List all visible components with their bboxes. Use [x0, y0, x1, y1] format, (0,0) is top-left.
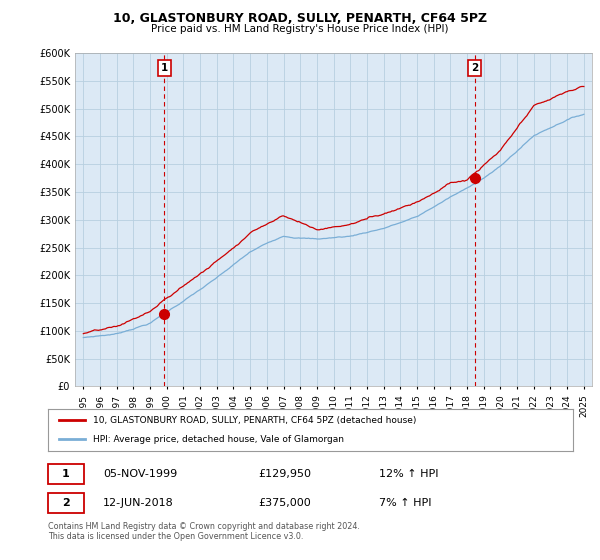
Text: Price paid vs. HM Land Registry's House Price Index (HPI): Price paid vs. HM Land Registry's House …: [151, 24, 449, 34]
FancyBboxPatch shape: [48, 493, 84, 513]
FancyBboxPatch shape: [48, 464, 84, 484]
Text: 7% ↑ HPI: 7% ↑ HPI: [379, 498, 431, 508]
Text: 2: 2: [471, 63, 478, 73]
Text: 05-NOV-1999: 05-NOV-1999: [103, 469, 178, 479]
Text: 1: 1: [161, 63, 168, 73]
Text: £129,950: £129,950: [258, 469, 311, 479]
Text: £375,000: £375,000: [258, 498, 311, 508]
Text: 1: 1: [62, 469, 70, 479]
Text: 12-JUN-2018: 12-JUN-2018: [103, 498, 174, 508]
Text: 2: 2: [62, 498, 70, 508]
Text: 10, GLASTONBURY ROAD, SULLY, PENARTH, CF64 5PZ (detached house): 10, GLASTONBURY ROAD, SULLY, PENARTH, CF…: [92, 416, 416, 424]
Text: Contains HM Land Registry data © Crown copyright and database right 2024.
This d: Contains HM Land Registry data © Crown c…: [48, 522, 360, 542]
Text: 12% ↑ HPI: 12% ↑ HPI: [379, 469, 438, 479]
Text: 10, GLASTONBURY ROAD, SULLY, PENARTH, CF64 5PZ: 10, GLASTONBURY ROAD, SULLY, PENARTH, CF…: [113, 12, 487, 25]
Text: HPI: Average price, detached house, Vale of Glamorgan: HPI: Average price, detached house, Vale…: [92, 435, 344, 444]
